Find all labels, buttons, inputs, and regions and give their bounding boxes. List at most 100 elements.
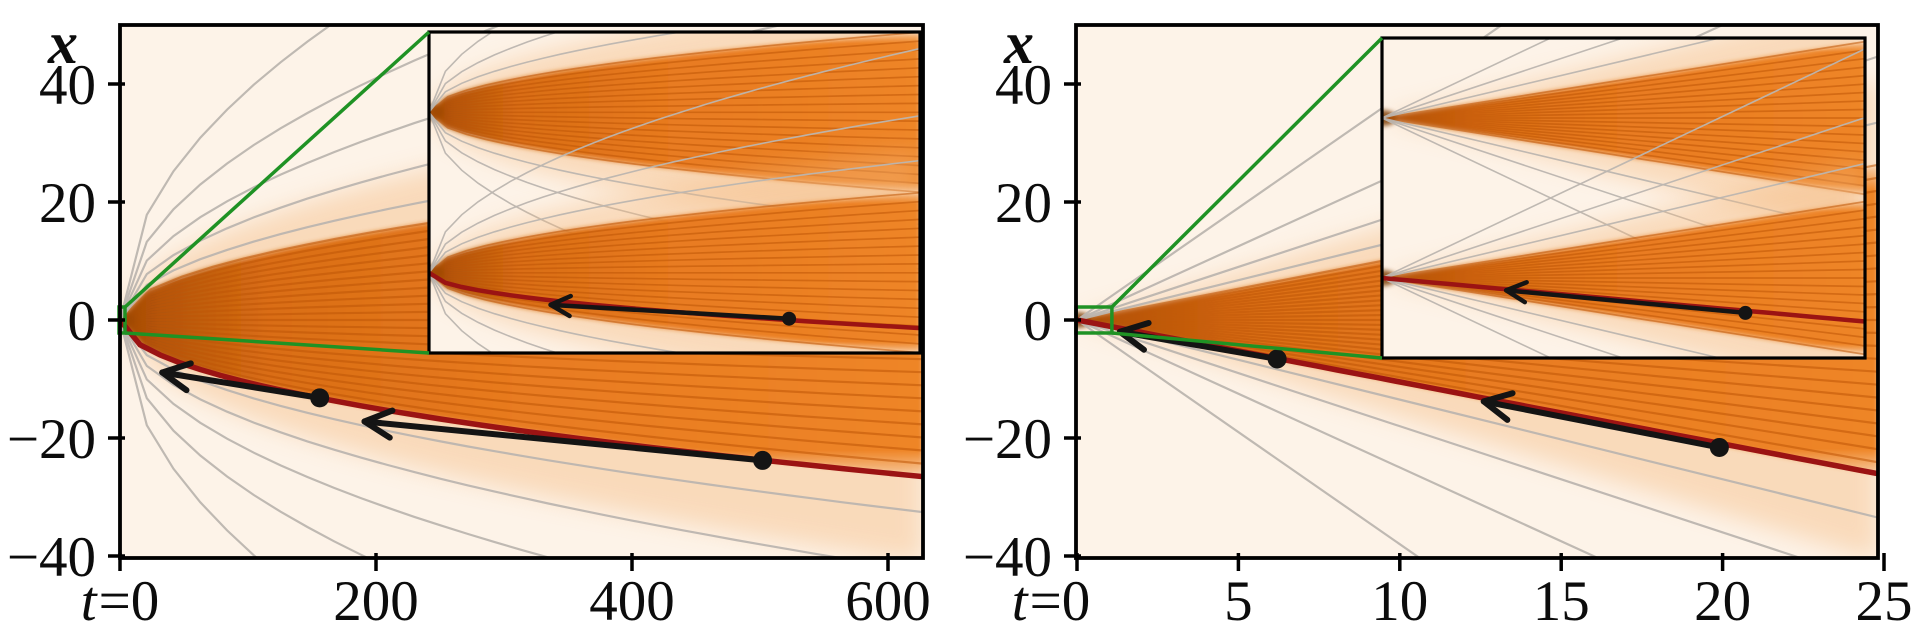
ray	[429, 271, 920, 292]
x-tick-label: 25	[1856, 570, 1913, 633]
contour	[1382, 38, 1553, 119]
trajectory-curve	[120, 318, 923, 480]
y-tick-label: −40	[963, 526, 1052, 589]
right-panel: t=0 5 10 15 20 25 40 20 0 −20 −40 x	[963, 10, 1913, 633]
inset-trajectory-marker	[1738, 305, 1753, 320]
ray	[429, 93, 920, 114]
ray	[429, 272, 920, 336]
ray	[429, 272, 920, 353]
ray	[429, 271, 920, 283]
zoom-inset	[427, 30, 922, 355]
y-tick-label: 20	[39, 172, 96, 235]
ray	[429, 254, 920, 274]
zoom-connector-top	[1110, 36, 1384, 309]
ray	[1382, 40, 1865, 119]
ray	[1076, 318, 1878, 438]
ray	[120, 319, 923, 413]
ray	[1382, 243, 1865, 279]
ray	[1382, 83, 1865, 119]
y-tick-label: 40	[995, 54, 1052, 117]
y-tick-label: −20	[7, 408, 96, 471]
ray	[429, 111, 920, 140]
contour	[1382, 277, 1626, 358]
y-tick-label: 0	[1024, 290, 1053, 353]
ray	[1382, 100, 1865, 119]
contour	[1382, 116, 1865, 279]
ray	[429, 32, 920, 113]
ray	[120, 319, 923, 452]
ray	[1382, 117, 1865, 153]
ray	[1382, 277, 1865, 356]
contour	[1382, 277, 1553, 358]
ray	[429, 75, 920, 114]
inset-velocity-arrow	[550, 302, 790, 321]
ray	[1382, 117, 1865, 145]
velocity-arrow	[364, 418, 763, 464]
ray	[429, 102, 920, 114]
arrowhead	[1116, 319, 1152, 335]
contour	[1382, 162, 1865, 279]
arrowhead	[361, 418, 393, 441]
inset-velocity-arrow	[1505, 288, 1746, 316]
y-axis-title: x	[47, 10, 78, 76]
trajectory-marker	[1267, 349, 1287, 369]
inset-frame	[427, 30, 922, 355]
ray	[1382, 117, 1865, 128]
arrowhead	[159, 369, 190, 394]
velocity-arrow	[161, 369, 321, 401]
inset-trajectory-marker	[782, 311, 797, 326]
fan-rays	[429, 191, 920, 353]
ray	[429, 191, 920, 274]
ray	[1382, 200, 1865, 279]
ray	[1382, 117, 1865, 136]
axes-frame	[118, 23, 925, 560]
ray	[429, 111, 920, 158]
contour	[120, 319, 848, 558]
arrowhead	[548, 293, 573, 308]
ray	[1382, 277, 1865, 288]
contour	[1076, 318, 1805, 558]
y-tick-label: 40	[39, 54, 96, 117]
ray	[120, 319, 923, 400]
ray	[1382, 277, 1865, 296]
contour-lines	[1382, 48, 1865, 358]
y-tick-label: 20	[995, 172, 1052, 235]
x-tick-label: t=0	[1012, 570, 1091, 633]
ray	[429, 49, 920, 114]
axis-labels: t=0 5 10 15 20 25 40 20 0 −20 −40 x	[963, 10, 1913, 633]
ray	[1382, 74, 1865, 119]
ray	[429, 272, 920, 345]
ray	[1382, 117, 1865, 162]
contour	[429, 47, 920, 274]
contour	[429, 32, 561, 113]
ray	[429, 84, 920, 114]
x-tick-label: 400	[589, 570, 675, 633]
x-tick-label: 5	[1224, 570, 1253, 633]
zoom-connector-top	[123, 30, 431, 309]
ray	[1382, 209, 1865, 279]
contour	[120, 25, 504, 321]
contour	[1382, 38, 1723, 119]
contour	[1076, 318, 1601, 558]
ray	[429, 66, 920, 114]
trajectory-marker	[753, 450, 773, 470]
inset-frame	[1380, 36, 1867, 360]
ray	[429, 111, 920, 131]
ray	[429, 58, 920, 114]
arrowhead	[548, 302, 572, 319]
y-axis-title: x	[1003, 10, 1034, 76]
ray	[1382, 91, 1865, 119]
contour	[1382, 48, 1865, 279]
contour	[120, 319, 555, 558]
ray	[120, 318, 923, 387]
y-tick-label: −20	[963, 408, 1052, 471]
arrowhead	[1480, 390, 1516, 405]
contour	[1382, 277, 1723, 358]
axis-ticks	[1064, 82, 1886, 571]
ray	[1382, 268, 1865, 279]
ray	[120, 319, 923, 465]
y-tick-label: −40	[7, 526, 96, 589]
